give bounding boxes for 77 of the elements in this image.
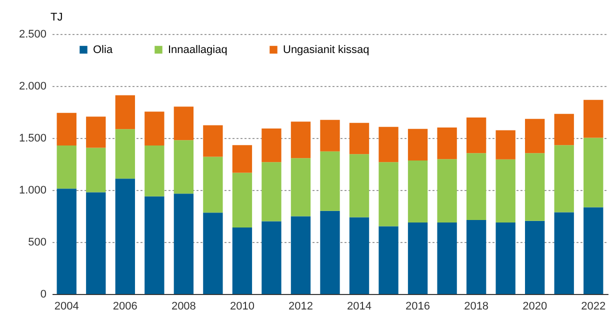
legend-label: Ungasianit kissaq [283,44,370,56]
x-tick-label: 2016 [406,300,430,312]
legend-label: Olia [93,44,114,56]
bar [290,122,311,158]
bar [437,159,457,223]
bar [232,172,252,228]
y-tick-label: 2.500 [18,28,46,40]
bar [320,120,340,152]
bar [554,145,574,212]
y-tick-label: 0 [40,288,46,300]
legend-label: Innaallagiaq [168,44,228,56]
bar [144,112,164,146]
bar [584,100,604,138]
bar [408,128,428,160]
bar [584,207,604,294]
bar [466,118,486,154]
bar [496,222,516,294]
bar [496,159,516,223]
bar [437,222,457,294]
y-tick-label: 1.000 [18,184,46,196]
bar [86,116,106,148]
bar [584,138,604,208]
bar [115,178,135,294]
bar [349,154,370,218]
bar [290,216,311,294]
bar [349,122,370,154]
bar [203,156,223,213]
bar [262,128,282,162]
bar [203,212,223,294]
x-tick-label: 2014 [347,300,372,312]
bar [86,148,106,192]
bar [86,192,106,294]
bar [554,212,574,294]
bar [378,226,398,294]
bar [203,125,223,157]
bar [466,153,486,220]
bar [144,145,164,196]
x-tick-label: 2022 [581,300,606,312]
x-tick-label: 2006 [112,300,138,312]
bar [525,220,545,294]
x-tick-label: 2008 [171,300,196,312]
bar [349,217,370,294]
bar [437,127,457,160]
bar [466,220,486,294]
bar [174,106,194,140]
bar [378,126,398,162]
bar [174,194,194,294]
bar [408,160,428,223]
bar [262,162,282,222]
bar [525,118,545,154]
bar [144,196,164,294]
bar [232,145,252,173]
x-tick-label: 2010 [230,300,254,312]
bar [56,188,76,294]
x-tick-label: 2004 [54,300,79,312]
bar [290,158,311,216]
bar [496,130,516,160]
bar [174,140,194,194]
x-tick-label: 2020 [522,300,548,312]
bar [262,221,282,294]
y-tick-label: 2.000 [18,80,46,92]
x-tick-label: 2012 [288,300,313,312]
y-axis-title: TJ [50,12,63,24]
y-tick-label: 1.500 [18,132,46,144]
y-tick-label: 500 [28,236,46,248]
bar [232,228,252,294]
bar [378,162,398,226]
bar [115,95,135,130]
bar [56,112,76,146]
bar [554,114,574,146]
bar [115,129,135,179]
bar [320,210,340,294]
bar [408,222,428,294]
x-tick-label: 2018 [464,300,489,312]
bar [320,151,340,211]
bar [525,153,545,221]
bar [56,145,76,189]
